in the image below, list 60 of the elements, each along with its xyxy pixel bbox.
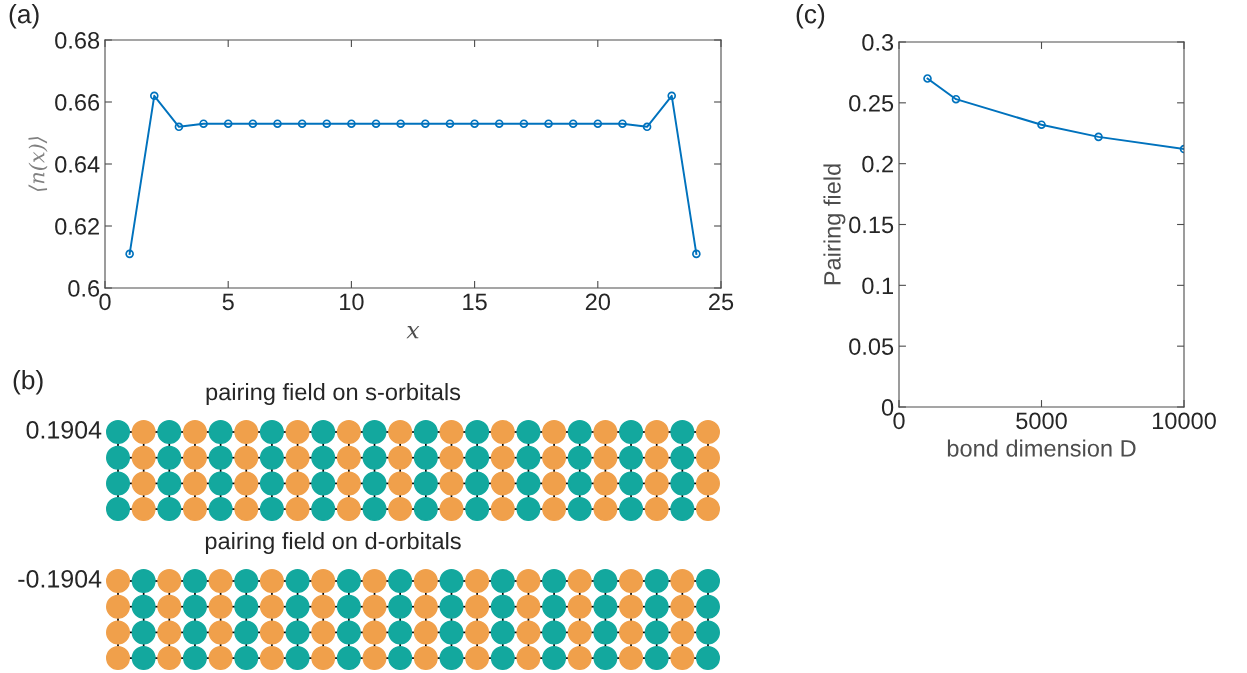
y-tick-label: 0.15 xyxy=(849,216,894,234)
y-axis-title: ⟨n(x)⟩ xyxy=(28,137,48,191)
point xyxy=(371,119,381,129)
point xyxy=(297,119,307,129)
point xyxy=(322,119,332,129)
point xyxy=(273,119,282,129)
text: pairing field on d-orbitals xyxy=(205,531,461,554)
point xyxy=(667,91,677,101)
x-tick-label: 15 xyxy=(463,293,487,311)
point xyxy=(494,119,504,129)
text: -0.1904 xyxy=(18,570,102,588)
point xyxy=(199,119,208,129)
y-tick-label: 0.1 xyxy=(862,277,893,295)
x-tick-label: 10 xyxy=(340,293,364,311)
point xyxy=(568,119,578,129)
x-tick-label: 5 xyxy=(222,293,234,311)
point xyxy=(125,249,134,259)
point xyxy=(223,119,233,129)
x-tick-label: 0 xyxy=(99,293,111,311)
y-tick-label: 0.62 xyxy=(55,218,99,235)
text: (c) xyxy=(796,4,825,29)
point xyxy=(149,91,159,101)
x-axis-title: x xyxy=(406,326,420,339)
y-axis-title: Pairing field xyxy=(823,164,846,285)
x-tick-label: 0 xyxy=(893,412,905,430)
point xyxy=(174,122,184,132)
point xyxy=(544,119,553,129)
x-tick-label: 20 xyxy=(585,293,611,311)
y-tick-label: 0.3 xyxy=(862,34,894,51)
point xyxy=(642,122,652,132)
x-tick-label: 10000 xyxy=(1152,412,1216,430)
point xyxy=(951,94,961,104)
x-tick-label: 25 xyxy=(709,293,734,311)
point xyxy=(593,119,603,129)
y-tick-label: 0 xyxy=(881,399,894,416)
y-tick-label: 0.64 xyxy=(55,156,100,173)
y-tick-label: 0.2 xyxy=(862,155,893,173)
point xyxy=(347,119,356,129)
point xyxy=(692,249,701,259)
point xyxy=(396,119,405,129)
text: (b) xyxy=(13,370,43,395)
y-tick-label: 0.25 xyxy=(849,94,894,112)
text: (a) xyxy=(9,4,39,29)
text: pairing field on s-orbitals xyxy=(206,382,461,405)
y-tick-label: 0.66 xyxy=(55,94,100,111)
point xyxy=(519,119,529,129)
point xyxy=(470,119,479,129)
text: 0.1904 xyxy=(26,421,102,439)
point xyxy=(923,74,932,83)
y-tick-label: 0.6 xyxy=(68,280,100,297)
point xyxy=(1094,132,1103,142)
point xyxy=(618,119,627,129)
point xyxy=(248,119,258,129)
x-axis-title: bond dimension D xyxy=(947,439,1136,457)
point xyxy=(1037,120,1046,130)
x-tick-label: 5000 xyxy=(1016,412,1067,430)
y-tick-label: 0.05 xyxy=(849,338,894,355)
y-tick-label: 0.68 xyxy=(55,32,100,49)
point xyxy=(445,119,455,129)
point xyxy=(421,119,430,129)
